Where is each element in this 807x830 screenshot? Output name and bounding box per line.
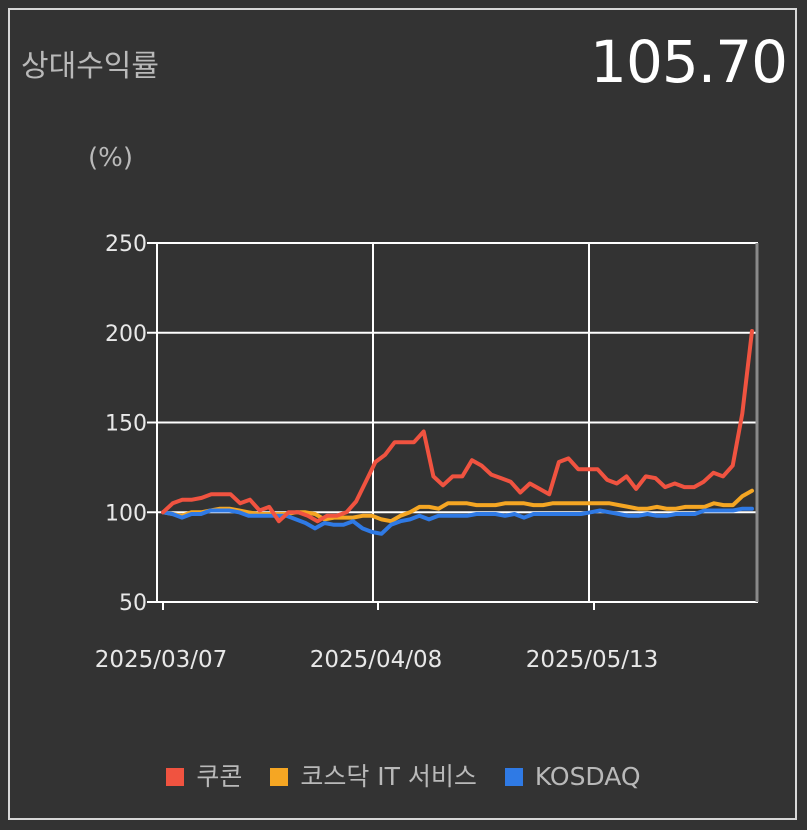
y-tick-label: 150 — [105, 412, 147, 437]
legend-label-series-1: 쿠콘 — [196, 762, 243, 791]
series-lines — [161, 329, 754, 536]
legend-label-series-2: 코스닥 IT 서비스 — [300, 762, 477, 791]
y-tick-label: 100 — [105, 501, 147, 526]
y-tick-label: 200 — [105, 322, 147, 347]
legend-swatch-series-3 — [504, 768, 523, 786]
chart-frame — [8, 8, 797, 820]
series-line-1 — [161, 329, 754, 524]
legend: 쿠콘 코스닥 IT 서비스 KOSDAQ — [0, 757, 807, 793]
legend-label-series-3: KOSDAQ — [534, 762, 641, 791]
y-tick-label: 50 — [119, 591, 147, 616]
legend-item-series-2: 코스닥 IT 서비스 — [270, 757, 477, 793]
legend-swatch-series-2 — [270, 768, 289, 786]
y-axis-ticks: 250 200 150 100 50 — [105, 232, 147, 616]
x-tick-label: 2025/03/07 — [95, 647, 228, 673]
current-value: 105.70 — [590, 28, 788, 96]
x-tick-label: 2025/05/13 — [526, 647, 659, 673]
x-axis-ticks: 2025/03/07 2025/04/08 2025/05/13 — [95, 647, 659, 673]
legend-item-series-1: 쿠콘 — [166, 757, 242, 793]
series-line-3 — [161, 506, 754, 536]
legend-swatch-series-1 — [166, 768, 185, 786]
y-unit-label: (%) — [88, 143, 133, 173]
x-tick-label: 2025/04/08 — [310, 647, 443, 673]
chart-grid — [147, 242, 759, 610]
legend-item-series-3: KOSDAQ — [504, 762, 641, 791]
y-tick-label: 250 — [105, 232, 147, 257]
chart-title: 상대수익률 — [21, 49, 159, 84]
